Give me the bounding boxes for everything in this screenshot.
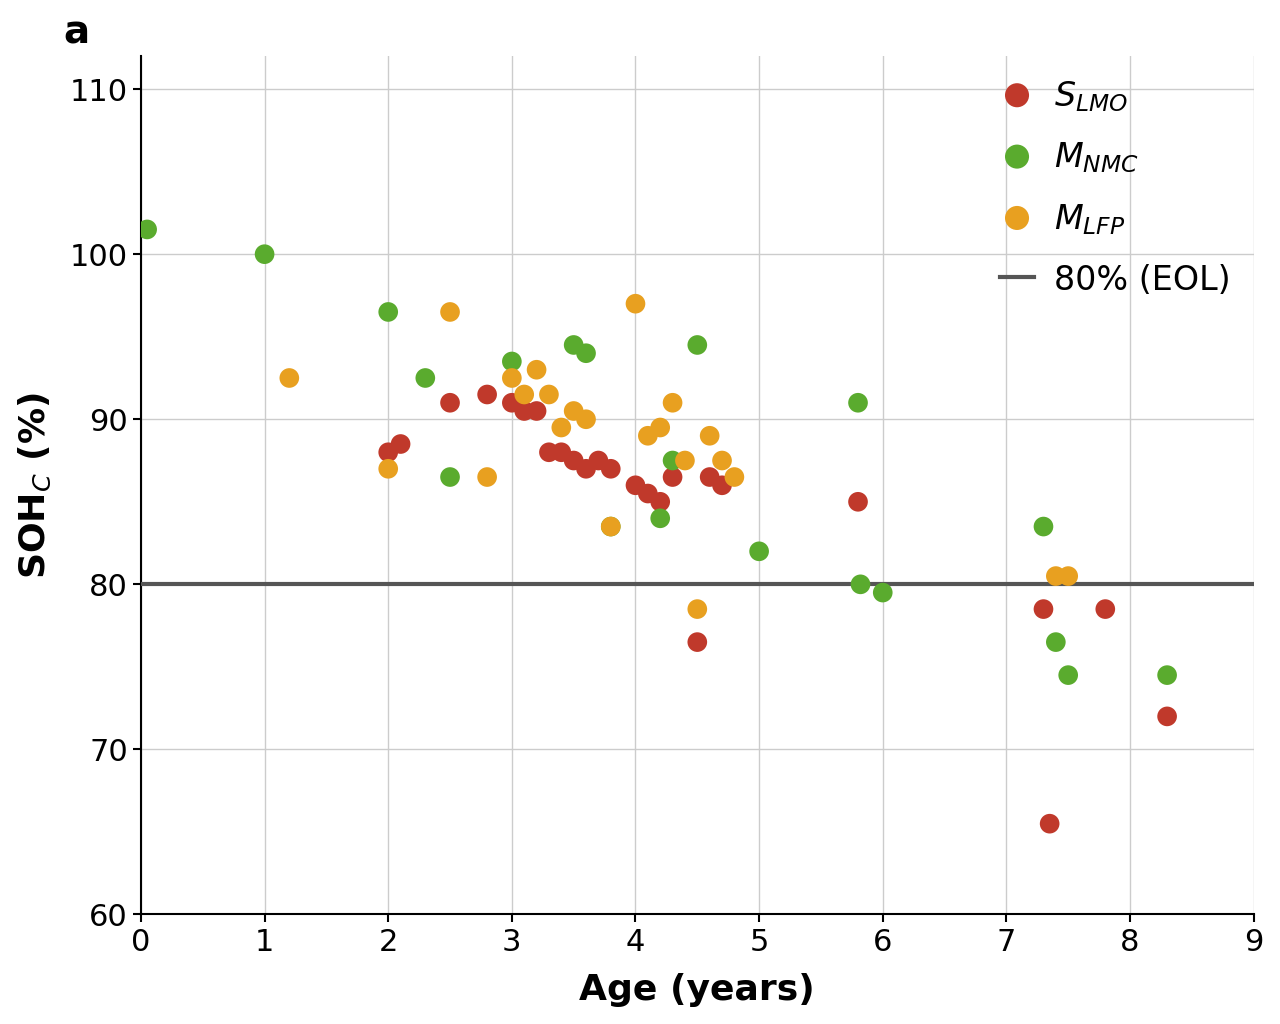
Point xyxy=(625,296,645,312)
X-axis label: Age (years): Age (years) xyxy=(580,974,815,1008)
Point xyxy=(137,221,157,238)
Point xyxy=(477,469,498,485)
Point xyxy=(1096,601,1116,617)
Point xyxy=(687,634,708,650)
Point xyxy=(687,601,708,617)
Point xyxy=(477,386,498,402)
Y-axis label: SOH$_C$ (%): SOH$_C$ (%) xyxy=(17,392,52,579)
Point xyxy=(637,428,658,444)
Point xyxy=(576,345,596,361)
Point xyxy=(440,469,461,485)
Point xyxy=(662,453,682,469)
Point xyxy=(440,394,461,411)
Point xyxy=(873,585,893,601)
Point xyxy=(699,469,719,485)
Point xyxy=(850,577,870,593)
Point xyxy=(1046,568,1066,585)
Point xyxy=(1059,568,1079,585)
Point xyxy=(712,453,732,469)
Point xyxy=(378,304,398,321)
Point xyxy=(662,394,682,411)
Point xyxy=(515,386,535,402)
Point xyxy=(255,246,275,262)
Point xyxy=(650,494,671,510)
Point xyxy=(415,370,435,386)
Point xyxy=(526,402,547,419)
Point xyxy=(637,485,658,502)
Point xyxy=(502,394,522,411)
Point xyxy=(390,436,411,453)
Point xyxy=(650,510,671,526)
Point xyxy=(1033,518,1053,535)
Point xyxy=(1059,667,1079,683)
Point xyxy=(502,353,522,370)
Point xyxy=(378,461,398,477)
Point xyxy=(1157,667,1178,683)
Point xyxy=(563,337,584,353)
Point xyxy=(576,411,596,427)
Point xyxy=(712,477,732,494)
Point xyxy=(526,361,547,378)
Point xyxy=(576,461,596,477)
Point xyxy=(847,494,868,510)
Point xyxy=(552,419,572,435)
Point xyxy=(378,444,398,461)
Point xyxy=(687,337,708,353)
Point xyxy=(539,386,559,402)
Point xyxy=(1157,709,1178,725)
Point xyxy=(662,469,682,485)
Point xyxy=(1039,815,1060,831)
Point xyxy=(563,453,584,469)
Point xyxy=(1033,601,1053,617)
Point xyxy=(724,469,745,485)
Point xyxy=(699,428,719,444)
Point xyxy=(847,394,868,411)
Point xyxy=(1046,634,1066,650)
Point xyxy=(625,477,645,494)
Text: a: a xyxy=(63,13,90,51)
Point xyxy=(600,518,621,535)
Legend: $S_{LMO}$, $M_{NMC}$, $M_{LFP}$, 80% (EOL): $S_{LMO}$, $M_{NMC}$, $M_{LFP}$, 80% (EO… xyxy=(987,67,1244,310)
Point xyxy=(552,444,572,461)
Point xyxy=(749,543,769,559)
Point xyxy=(563,402,584,419)
Point xyxy=(279,370,300,386)
Point xyxy=(650,419,671,435)
Point xyxy=(539,444,559,461)
Point xyxy=(600,461,621,477)
Point xyxy=(600,518,621,535)
Point xyxy=(675,453,695,469)
Point xyxy=(502,370,522,386)
Point xyxy=(588,453,608,469)
Point xyxy=(440,304,461,321)
Point xyxy=(515,402,535,419)
